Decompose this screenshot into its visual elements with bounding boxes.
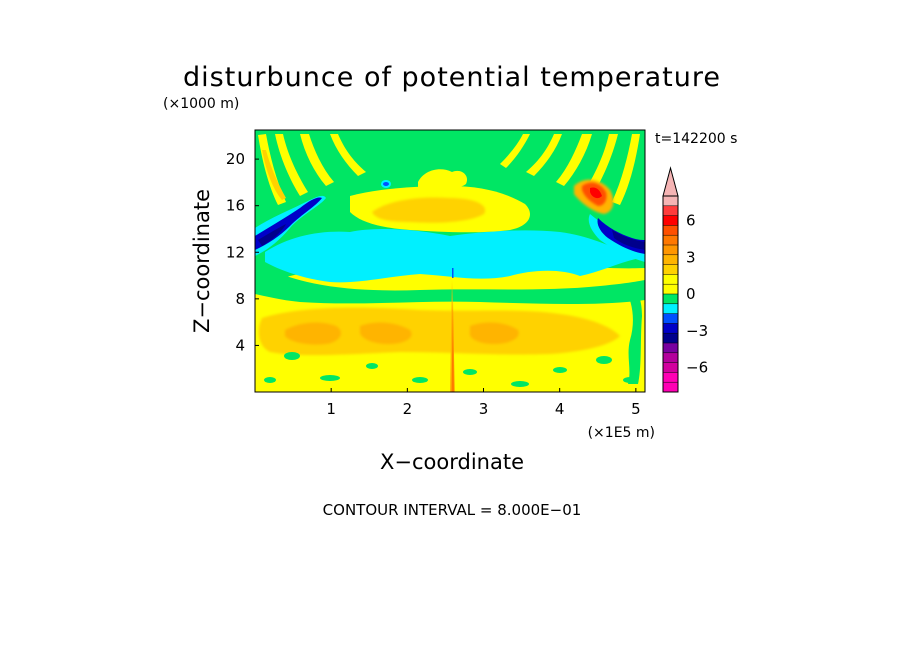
field-cold-left-deep <box>258 224 286 246</box>
y-tick-label: 8 <box>235 290 245 308</box>
x-multiplier: (×1E5 m) <box>588 425 655 441</box>
field-mid-green <box>255 262 645 304</box>
colorbar-labels: 6 3 0 −3 −6 <box>686 212 708 377</box>
colorbar-band <box>663 245 678 255</box>
colorbar-band <box>663 274 678 285</box>
heatmap-field <box>255 130 645 392</box>
colorbar-band <box>663 382 678 392</box>
y-multiplier: (×1000 m) <box>163 96 239 112</box>
field-cold-band <box>265 229 640 283</box>
field-bottom-speckles <box>264 352 637 387</box>
colorbar-overflow-arrow <box>662 166 679 197</box>
contour-interval-label: CONTOUR INTERVAL = 8.000E−01 <box>323 501 582 519</box>
x-tick-label: 4 <box>555 400 565 418</box>
y-tick-label: 4 <box>235 336 245 354</box>
colorbar-band <box>663 352 678 363</box>
x-tick-label: 3 <box>479 400 489 418</box>
field-warm-right-core <box>590 187 602 199</box>
y-tick-label: 16 <box>226 197 245 215</box>
colorbar-band <box>663 205 678 216</box>
colorbar-band <box>663 333 678 343</box>
y-axis-ticks: 4 8 12 16 20 <box>226 150 259 354</box>
x-axis-label: X−coordinate <box>380 450 524 474</box>
colorbar-band <box>663 235 678 245</box>
y-tick-label: 20 <box>226 150 245 168</box>
y-tick-label: 12 <box>226 243 245 261</box>
field-plume <box>418 169 468 190</box>
colorbar-band <box>663 362 678 373</box>
colorbar-tick-label: 6 <box>686 212 696 230</box>
colorbar-band <box>663 225 678 236</box>
field-warm-band-lower <box>258 307 620 356</box>
field-central-spike-core <box>451 300 454 392</box>
colorbar-tick-label: −6 <box>686 359 708 377</box>
field-warm-blob-upper <box>372 197 486 223</box>
field-cold-right-deep <box>612 230 645 250</box>
field-central-spike-top <box>452 268 454 278</box>
field-left-waves <box>258 134 366 205</box>
colorbar-band <box>663 284 678 294</box>
colorbar-band <box>663 254 678 265</box>
colorbar <box>662 166 679 393</box>
colorbar-band <box>663 264 678 275</box>
x-axis-ticks: 1 2 3 4 5 <box>326 388 641 418</box>
colorbar-band <box>663 294 678 304</box>
x-tick-label: 2 <box>403 400 413 418</box>
colorbar-band <box>663 196 678 206</box>
colorbar-tick-label: 0 <box>686 285 696 303</box>
colorbar-tick-label: −3 <box>686 322 708 340</box>
colorbar-band <box>663 215 678 226</box>
x-tick-label: 1 <box>326 400 336 418</box>
x-tick-label: 5 <box>631 400 641 418</box>
chart-title: disturbunce of potential temperature <box>183 62 721 93</box>
colorbar-band <box>663 303 678 314</box>
field-right-edge-noise <box>625 288 642 384</box>
field-cold-spot-core <box>383 182 389 186</box>
y-axis-label: Z−coordinate <box>190 189 214 333</box>
colorbar-band <box>663 313 678 324</box>
colorbar-band <box>663 343 678 353</box>
plot-frame <box>254 129 646 393</box>
colorbar-band <box>663 323 678 334</box>
colorbar-tick-label: 3 <box>686 248 696 266</box>
colorbar-band <box>663 372 678 383</box>
field-warm-patches <box>285 322 519 345</box>
time-label: t=142200 s <box>655 131 737 147</box>
field-cold-left-wave <box>255 195 326 256</box>
